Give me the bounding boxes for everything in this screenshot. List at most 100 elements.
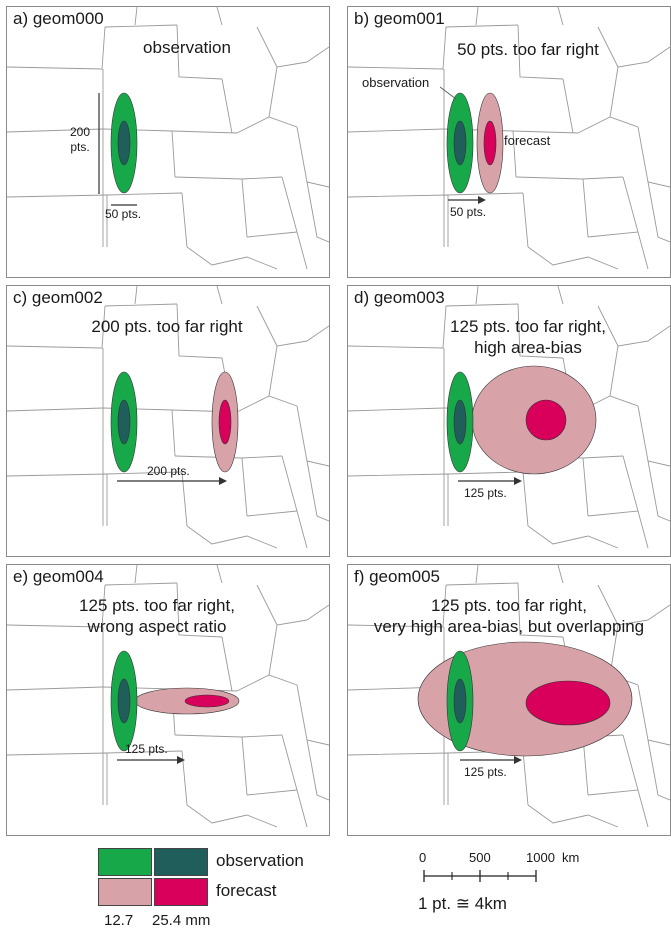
shift-annotation: 125 pts. bbox=[464, 486, 507, 500]
state-border bbox=[216, 7, 223, 26]
state-border bbox=[587, 510, 639, 517]
legend-forecast-label: forecast bbox=[216, 881, 277, 900]
observation-inner bbox=[453, 678, 467, 724]
state-border bbox=[296, 510, 308, 549]
legend-threshold-low: 12.7 bbox=[104, 912, 134, 929]
state-border bbox=[106, 750, 183, 754]
geometry-overlay bbox=[439, 86, 504, 204]
observation-inner bbox=[117, 120, 131, 166]
state-border bbox=[221, 636, 233, 692]
state-border bbox=[475, 7, 479, 26]
panel-title: 125 pts. too far right, wrong aspect rat… bbox=[27, 595, 287, 637]
panel-title-line: 125 pts. too far right, bbox=[431, 596, 587, 615]
state-border bbox=[186, 804, 278, 828]
state-border bbox=[104, 582, 178, 586]
state-border bbox=[622, 455, 639, 512]
state-border bbox=[587, 231, 639, 238]
state-border bbox=[246, 231, 298, 238]
state-border bbox=[647, 325, 670, 342]
state-border bbox=[647, 181, 670, 243]
observation-inner bbox=[117, 678, 131, 724]
scale-tick-label: 0 bbox=[419, 850, 427, 865]
geometry-overlay bbox=[417, 641, 633, 764]
state-border bbox=[622, 734, 639, 791]
state-border bbox=[296, 789, 308, 828]
state-border bbox=[7, 686, 104, 691]
panel-title-line: observation bbox=[143, 38, 231, 57]
state-border bbox=[527, 246, 619, 270]
state-border bbox=[246, 510, 298, 517]
state-border bbox=[241, 176, 283, 180]
geometry-overlay bbox=[446, 365, 597, 485]
state-border bbox=[557, 286, 564, 305]
state-border bbox=[445, 303, 519, 307]
state-border bbox=[186, 525, 278, 549]
legend-fcst-outer bbox=[98, 878, 152, 906]
state-border bbox=[7, 26, 106, 70]
state-border bbox=[241, 457, 248, 517]
panel-e: e) geom004 125 pts. too far right, wrong… bbox=[6, 564, 330, 836]
state-border bbox=[176, 582, 223, 638]
scale-conversion: 1 pt. ≅ 4km bbox=[418, 894, 507, 913]
state-border bbox=[106, 192, 183, 196]
state-border bbox=[647, 739, 670, 801]
observation-inner bbox=[453, 399, 467, 445]
state-border bbox=[186, 246, 278, 270]
state-border bbox=[517, 582, 564, 638]
shift-arrow-head bbox=[514, 477, 522, 485]
state-border bbox=[622, 176, 639, 233]
state-border bbox=[7, 584, 106, 628]
shift-annotation: 200 pts. bbox=[147, 464, 190, 478]
state-border bbox=[557, 565, 564, 584]
scale-bar bbox=[423, 870, 537, 882]
state-border bbox=[582, 455, 624, 459]
height-annotation: 200 pts. bbox=[69, 125, 91, 154]
state-border bbox=[7, 128, 104, 133]
state-border bbox=[241, 455, 283, 459]
state-border bbox=[647, 604, 670, 621]
state-border bbox=[522, 192, 529, 248]
panel-b: b) geom001 50 pts. too far right observa… bbox=[347, 6, 671, 278]
state-border bbox=[348, 305, 447, 349]
state-border bbox=[104, 24, 178, 28]
state-border bbox=[512, 130, 579, 134]
state-border bbox=[597, 305, 619, 347]
state-border bbox=[348, 584, 447, 628]
geometry-overlay bbox=[110, 371, 239, 485]
state-border bbox=[306, 181, 329, 243]
state-border bbox=[7, 407, 104, 412]
scale-tick-label: 1000 bbox=[526, 850, 555, 865]
panel-title-line: 50 pts. too far right bbox=[457, 40, 599, 59]
state-border bbox=[134, 565, 138, 584]
panel-title-line: 200 pts. too far right bbox=[91, 317, 243, 336]
state-border bbox=[256, 26, 278, 68]
shift-annotation: 50 pts. bbox=[450, 205, 487, 219]
scale-unit: km bbox=[562, 850, 580, 865]
panel-label: a) geom000 bbox=[13, 9, 104, 28]
state-border bbox=[522, 750, 529, 806]
state-border bbox=[527, 804, 619, 828]
state-border bbox=[557, 7, 564, 26]
forecast-outer bbox=[417, 641, 633, 757]
observation-inner bbox=[117, 399, 131, 445]
map-background bbox=[7, 565, 329, 828]
forecast-inner bbox=[525, 680, 611, 726]
panel-a: a) geom000 observation 200 pts. 50 pts. bbox=[6, 6, 330, 278]
state-border bbox=[7, 305, 106, 349]
state-border bbox=[582, 176, 624, 180]
panel-title-line: 125 pts. too far right, bbox=[79, 596, 235, 615]
state-border bbox=[306, 739, 329, 801]
legend-fcst-inner bbox=[154, 878, 208, 906]
geometry-overlay bbox=[98, 92, 138, 206]
state-border bbox=[597, 26, 619, 68]
state-border bbox=[348, 407, 445, 412]
state-border bbox=[348, 128, 445, 133]
state-border bbox=[348, 26, 447, 70]
state-border bbox=[281, 734, 298, 791]
panel-title: observation bbox=[97, 37, 277, 58]
panel-title: 125 pts. too far right, very high area-b… bbox=[348, 595, 670, 637]
shift-arrow-head bbox=[177, 756, 185, 764]
state-border bbox=[256, 584, 278, 626]
state-border bbox=[445, 582, 519, 586]
forecast-inner bbox=[525, 399, 567, 441]
